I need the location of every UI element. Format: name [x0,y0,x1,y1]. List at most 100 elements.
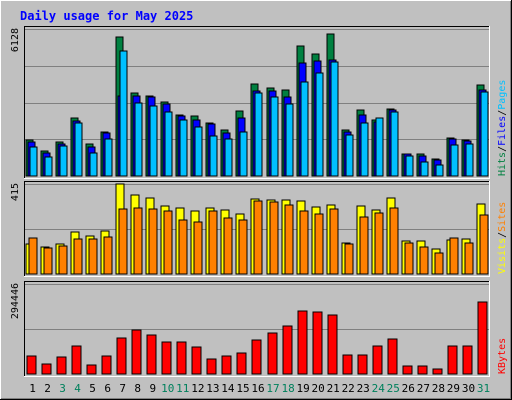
legend: KBytes [497,338,508,374]
bar-kbytes [251,339,262,375]
bar-pages [164,111,173,177]
bar-sites [479,214,489,275]
x-tick-label: 20 [311,382,324,395]
bar-pages [360,122,369,177]
bar-kbytes [146,334,157,375]
legend-entry: / [497,146,508,152]
bar-sites [374,212,384,275]
x-tick-label: 10 [161,382,174,395]
bar-sites [28,237,38,275]
legend-entry: / [497,232,508,238]
bar-sites [178,219,188,275]
bar-pages [149,105,158,177]
bars-kbytes [26,301,488,375]
x-tick-label: 5 [89,382,96,395]
bar-kbytes [116,337,127,375]
bar-pages [330,61,339,177]
panel-kbytes: 294446 KBytes [10,281,508,377]
x-tick-label: 25 [387,382,400,395]
bar-pages [134,102,143,177]
bar-pages [420,161,429,177]
bar-sites [269,201,279,275]
bar-pages [89,152,98,177]
bar-pages [285,103,294,177]
bar-kbytes [236,352,247,375]
bar-pages [29,146,38,177]
y-max-label: 294446 [10,283,21,319]
bar-pages [375,117,384,177]
bar-sites [329,208,339,275]
chart-panels: 6128Hits/Files/Pages415Visits/Sites29444… [10,26,508,377]
x-tick-label: 3 [59,382,66,395]
bar-kbytes [297,310,308,375]
x-tick-label: 21 [327,382,340,395]
bar-sites [344,243,354,275]
x-tick-label: 24 [372,382,386,395]
bar-sites [88,238,98,275]
bar-kbytes [447,345,458,375]
bar-pages [300,81,309,177]
x-tick-label: 12 [191,382,204,395]
bar-kbytes [71,345,82,375]
bar-kbytes [462,345,473,375]
x-tick-label: 17 [266,382,279,395]
bar-pages [435,164,444,177]
bar-pages [59,145,68,177]
x-tick-label: 27 [417,382,430,395]
x-tick-label: 16 [251,382,264,395]
bar-pages [405,155,414,177]
bar-kbytes [176,341,187,375]
legend-entry: Pages [497,80,508,110]
bar-kbytes [41,363,52,375]
x-tick-label: 28 [432,382,445,395]
bars-visits_sites [25,183,489,275]
bar-pages [390,111,399,177]
x-tick-label: 31 [477,382,490,395]
bar-pages [74,122,83,177]
bar-sites [148,208,158,275]
bar-kbytes [101,355,112,375]
legend-entry: Files [497,116,508,146]
bar-kbytes [372,345,383,375]
bar-sites [434,252,444,275]
bar-kbytes [191,346,202,375]
bar-kbytes [56,356,67,375]
bars-hits_files_pages [25,33,489,177]
x-tick-label: 14 [221,382,235,395]
x-axis-tick-labels: 1 2 3 4 5 6 7 8 9 10 11 12 13 14 15 16 17 18 19 20 21 22 23 24 2… [29,382,490,395]
bar-sites [208,210,218,275]
x-tick-label: 11 [176,382,189,395]
bar-pages [104,138,113,177]
x-tick-label: 8 [134,382,141,395]
bar-sites [253,200,263,275]
bar-sites [389,207,399,275]
x-tick-label: 15 [236,382,249,395]
bar-sites [404,242,414,275]
bar-kbytes [86,364,97,375]
x-tick-label: 1 [29,382,36,395]
bar-kbytes [26,355,37,375]
y-max-label: 6128 [10,28,21,52]
bar-pages [345,134,354,177]
x-tick-label: 2 [44,382,51,395]
bar-kbytes [282,325,293,375]
x-tick-label: 13 [206,382,219,395]
y-max-label: 415 [10,183,21,201]
bar-pages [209,135,218,177]
bar-kbytes [312,311,323,375]
bar-pages [44,156,53,177]
x-tick-label: 30 [462,382,475,395]
bar-kbytes [131,329,142,375]
chart-title: Daily usage for May 2025 [20,9,193,23]
bar-sites [58,245,68,275]
bar-pages [270,96,279,177]
x-tick-label: 9 [149,382,156,395]
bar-pages [450,144,459,177]
bar-sites [419,246,429,275]
legend-entry: / [497,110,508,116]
legend-entry: Visits [497,238,508,274]
bar-kbytes [477,301,488,375]
legend: Hits/Files/Pages [497,80,508,176]
bar-sites [359,216,369,275]
bar-sites [223,217,233,275]
